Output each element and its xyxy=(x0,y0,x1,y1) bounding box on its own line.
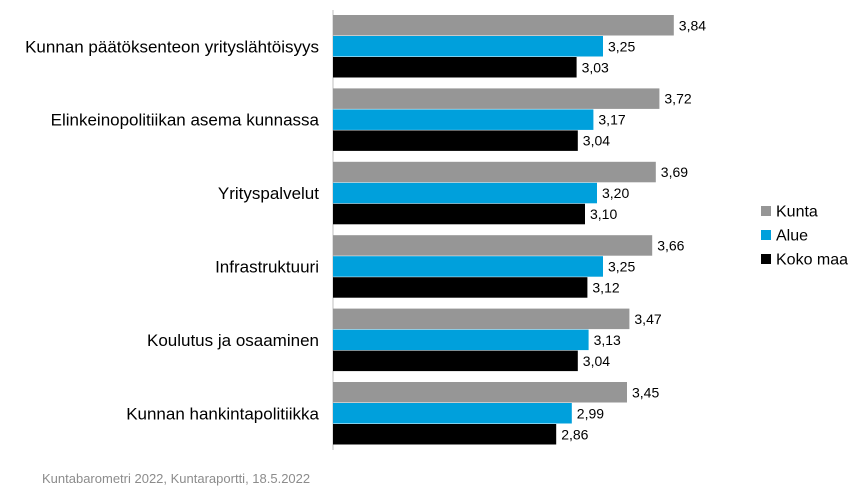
data-label: 3,25 xyxy=(608,38,635,54)
data-label: 3,04 xyxy=(583,133,610,149)
data-label: 3,04 xyxy=(583,353,610,369)
bar-koko-maa xyxy=(333,57,577,78)
bar-kunta xyxy=(333,15,674,36)
bar-koko-maa xyxy=(333,277,588,298)
bar-koko-maa xyxy=(333,130,578,151)
data-label: 3,72 xyxy=(664,91,691,107)
bars xyxy=(333,15,674,445)
value-labels: 3,84 3,25 3,03 3,72 3,17 3,04 3,69 3,20 3,10 3,66… xyxy=(561,17,706,442)
data-label: 2,99 xyxy=(577,405,604,421)
category-label: Koulutus ja osaaminen xyxy=(147,331,319,350)
bar-alue xyxy=(333,182,597,204)
data-label: 3,66 xyxy=(657,237,684,253)
category-label: Kunnan päätöksenteon yrityslähtöisyys xyxy=(25,37,319,56)
category-label: Yrityspalvelut xyxy=(218,184,319,203)
source-note: Kuntabarometri 2022, Kuntaraportti, 18.5… xyxy=(42,471,311,486)
bar-koko-maa xyxy=(333,203,585,225)
data-label: 3,03 xyxy=(582,59,609,75)
data-label: 3,13 xyxy=(594,332,621,348)
data-label: 3,20 xyxy=(602,185,629,201)
data-label: 2,86 xyxy=(561,426,588,442)
data-label: 3,25 xyxy=(608,258,635,274)
data-label: 3,47 xyxy=(634,311,661,327)
bar-kunta xyxy=(333,235,653,256)
bar-koko-maa xyxy=(333,424,557,445)
data-label: 3,45 xyxy=(632,384,659,400)
bar-alue xyxy=(333,109,594,130)
data-label: 3,12 xyxy=(592,279,619,295)
category-labels: Kunnan päätöksenteon yrityslähtöisyys Eli… xyxy=(25,37,319,423)
bar-koko-maa xyxy=(333,350,578,372)
category-label: Kunnan hankintapolitiikka xyxy=(126,404,319,423)
data-label: 3,84 xyxy=(679,17,706,33)
bar-alue xyxy=(333,36,603,57)
legend-swatch xyxy=(761,206,771,216)
data-label: 3,69 xyxy=(661,164,688,180)
legend-label: Koko maa xyxy=(776,252,848,269)
bar-kunta xyxy=(333,308,630,330)
legend-swatch xyxy=(761,254,771,264)
category-label: Infrastruktuuri xyxy=(215,257,319,276)
bar-alue xyxy=(333,329,589,351)
legend-label: Kunta xyxy=(776,204,818,221)
legend-label: Alue xyxy=(776,228,808,245)
legend-swatch xyxy=(761,230,771,240)
data-label: 3,17 xyxy=(598,112,625,128)
category-label: Elinkeinopolitiikan asema kunnassa xyxy=(51,111,320,130)
legend: Kunta Alue Koko maa xyxy=(761,204,848,269)
bar-alue xyxy=(333,403,572,424)
bar-alue xyxy=(333,256,603,277)
bar-kunta xyxy=(333,161,656,183)
data-label: 3,10 xyxy=(590,206,617,222)
bar-kunta xyxy=(333,382,627,403)
bar-kunta xyxy=(333,88,660,109)
